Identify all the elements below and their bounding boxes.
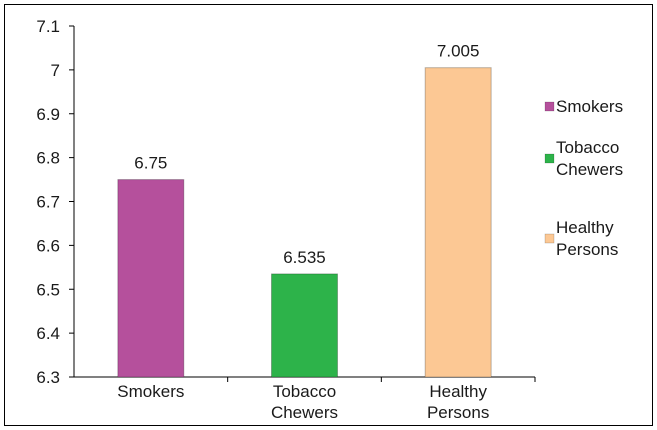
y-tick-label: 6.6: [36, 236, 60, 255]
x-tick-label: Persons: [427, 403, 489, 422]
x-tick-label: Healthy: [429, 382, 487, 401]
x-tick-label: Smokers: [117, 382, 184, 401]
y-tick-label: 6.8: [36, 149, 60, 168]
data-label: 6.75: [134, 154, 167, 173]
legend-swatch: [544, 153, 555, 164]
legend-label: Chewers: [556, 160, 623, 179]
y-tick-label: 6.9: [36, 105, 60, 124]
legend-label: Tobacco: [556, 138, 619, 157]
bar-tobacco-chewers[interactable]: [271, 273, 338, 378]
y-tick-label: 6.4: [36, 324, 60, 343]
y-tick-label: 7: [51, 61, 60, 80]
legend-label: Smokers: [556, 97, 623, 116]
data-label: 6.535: [283, 248, 326, 267]
legend-swatch: [544, 233, 555, 244]
y-tick-label: 6.7: [36, 193, 60, 212]
legend-label: Healthy: [556, 218, 614, 237]
y-tick-label: 6.3: [36, 368, 60, 387]
y-tick-label: 6.5: [36, 280, 60, 299]
x-tick-label: Tobacco: [273, 382, 336, 401]
data-label: 7.005: [437, 42, 480, 61]
legend-swatch: [544, 101, 555, 112]
legend-label: Persons: [556, 240, 618, 259]
y-tick-label: 7.1: [36, 17, 60, 36]
x-tick-label: Chewers: [271, 403, 338, 422]
bar-smokers[interactable]: [117, 179, 185, 378]
bar-healthy-persons[interactable]: [424, 67, 492, 378]
